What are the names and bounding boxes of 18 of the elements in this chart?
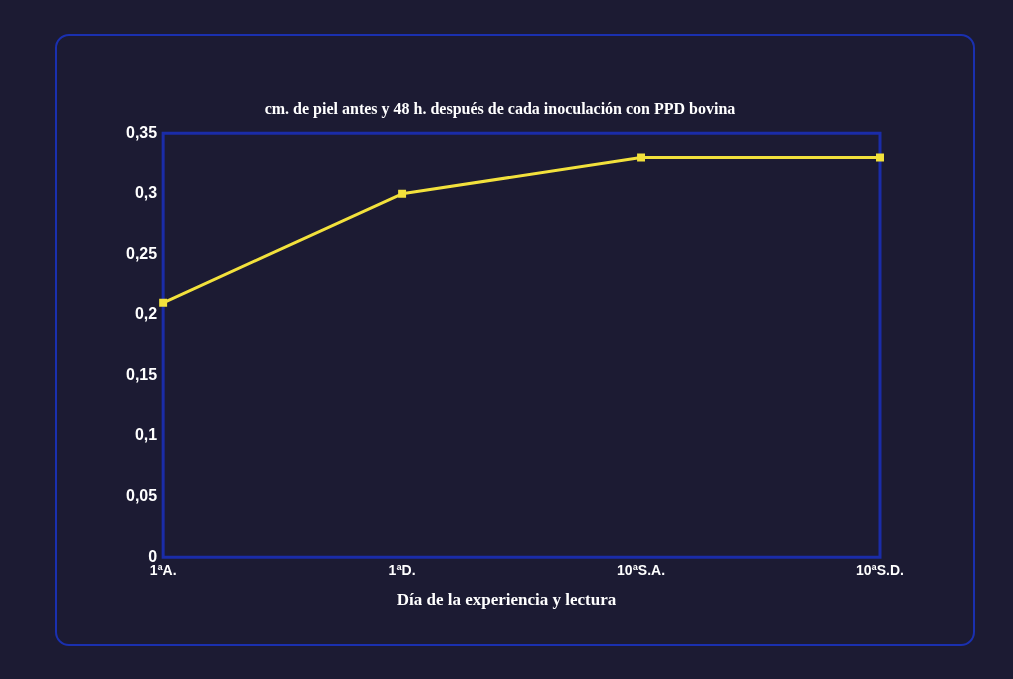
x-tick-label: 10ªS.D. <box>856 562 904 579</box>
y-tick-label: 0,05 <box>126 487 158 505</box>
y-tick-label: 0,3 <box>134 184 158 202</box>
point <box>398 189 407 198</box>
y-tick-label: 0,25 <box>126 244 158 262</box>
point <box>876 153 884 162</box>
x-tick-label: 1ªD. <box>388 562 416 579</box>
y-tick-label: 0,2 <box>134 305 158 323</box>
point <box>637 153 646 162</box>
x-tick-label: 1ªA. <box>149 562 177 579</box>
y-tick-label: 0,1 <box>134 426 158 444</box>
chart-title: cm. de piel antes y 48 h. después de cada inoculación con PPD bovina <box>264 99 736 118</box>
x-tick-label: 10ªS.A. <box>617 562 666 579</box>
y-tick-label: 0 <box>148 547 158 565</box>
y-tick-label: 0,35 <box>126 123 158 141</box>
y-tick-label: 0,15 <box>126 365 158 383</box>
x-axis-title: Día de la experiencia y lectura <box>395 590 618 610</box>
point <box>159 298 168 307</box>
